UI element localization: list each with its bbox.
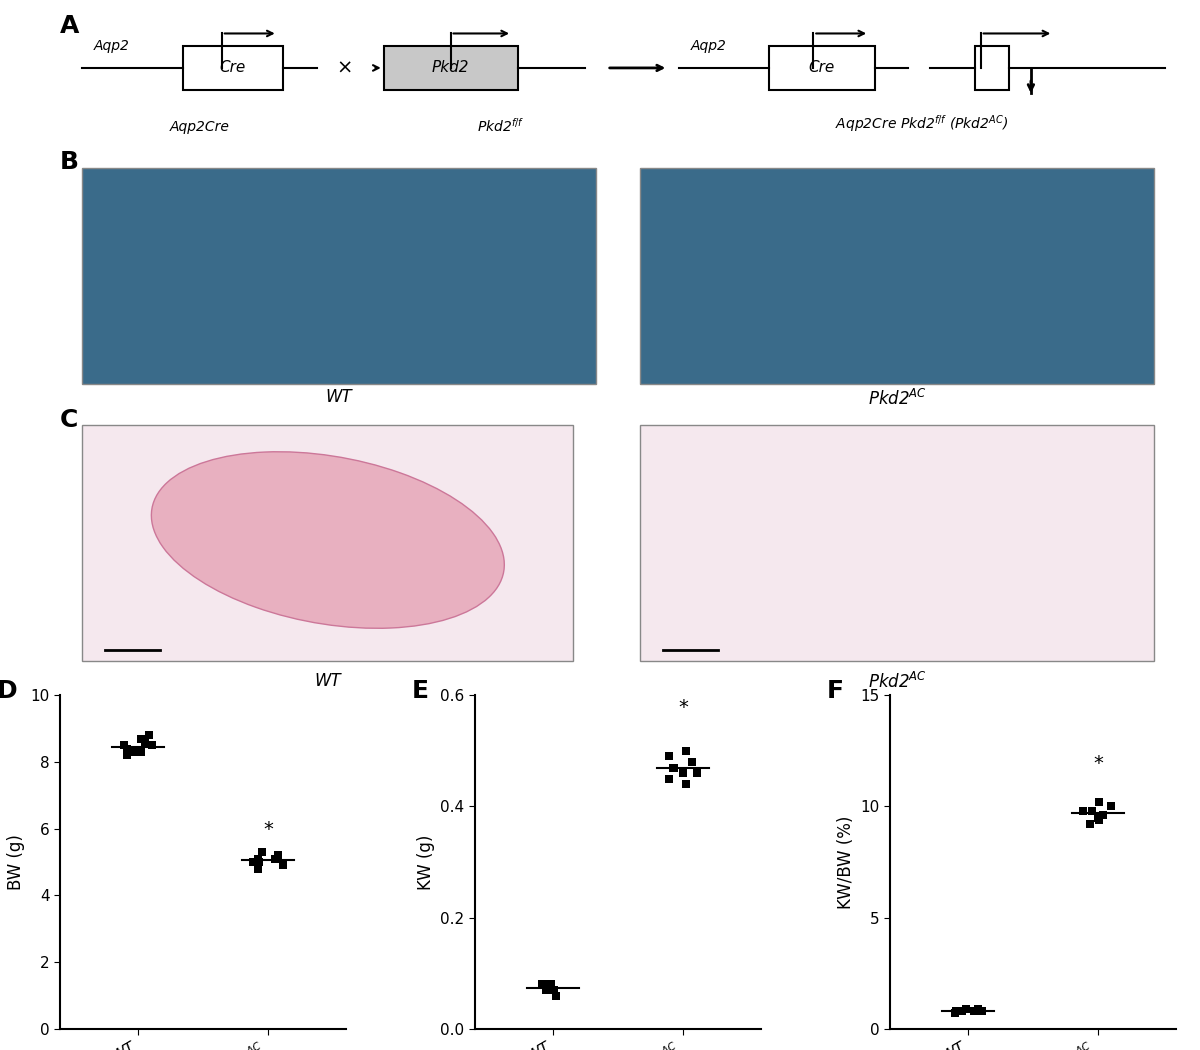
Point (1090, 812, 1109, 828)
Text: *: * (263, 820, 274, 839)
Text: Pkd2$^{AC}$: Pkd2$^{AC}$ (868, 388, 926, 408)
Text: Pkd2$^{AC}$: Pkd2$^{AC}$ (868, 672, 926, 692)
Bar (83, 424, 574, 660)
Point (683, 754, 702, 771)
Point (265, 850, 284, 867)
Point (143, 737, 162, 754)
Text: Cre: Cre (220, 61, 246, 76)
Text: ×: × (336, 59, 353, 78)
Text: Aqp2: Aqp2 (94, 39, 130, 53)
Bar (976, 45, 1008, 90)
Point (542, 982, 562, 999)
Y-axis label: KW (g): KW (g) (416, 835, 434, 889)
Point (674, 764, 694, 781)
Point (968, 1001, 988, 1017)
Point (956, 1001, 976, 1017)
Point (132, 730, 151, 747)
Point (244, 854, 263, 870)
Text: Aqp2Cre: Aqp2Cre (169, 121, 229, 134)
Text: Cre: Cre (809, 61, 835, 76)
Point (532, 976, 551, 993)
Point (547, 987, 566, 1004)
Point (952, 1003, 971, 1020)
Point (132, 743, 151, 760)
Point (536, 982, 556, 999)
Text: C: C (60, 408, 78, 433)
Point (1088, 794, 1108, 811)
Text: Aqp2: Aqp2 (690, 39, 726, 53)
Bar (83, 168, 595, 383)
Text: F: F (827, 678, 844, 702)
Text: Pkd2: Pkd2 (432, 61, 469, 76)
Point (248, 860, 268, 877)
Point (1093, 807, 1112, 824)
Point (125, 743, 144, 760)
Point (677, 742, 696, 759)
Point (248, 850, 268, 867)
Point (536, 982, 556, 999)
Point (688, 764, 707, 781)
Text: WT: WT (325, 388, 353, 406)
Point (1074, 802, 1093, 819)
Point (541, 976, 560, 993)
Point (659, 771, 678, 788)
Point (1088, 810, 1108, 826)
Bar (769, 45, 875, 90)
Point (664, 759, 683, 776)
Text: WT: WT (314, 672, 341, 690)
Text: B: B (60, 150, 79, 174)
Text: D: D (0, 678, 18, 702)
Ellipse shape (151, 452, 504, 628)
Point (250, 854, 269, 870)
Bar (182, 45, 283, 90)
Point (1082, 802, 1102, 819)
Point (946, 1005, 965, 1022)
Text: *: * (678, 698, 688, 717)
Point (136, 734, 155, 751)
Point (664, 759, 683, 776)
Point (947, 1003, 966, 1020)
Text: A: A (60, 15, 79, 39)
Point (118, 747, 137, 763)
Text: Aqp2Cre Pkd2$^{f/f}$ (Pkd2$^{AC}$): Aqp2Cre Pkd2$^{f/f}$ (Pkd2$^{AC}$) (835, 113, 1009, 134)
Point (1081, 816, 1100, 833)
Point (115, 737, 134, 754)
Bar (384, 45, 517, 90)
Point (973, 1003, 992, 1020)
Point (252, 844, 271, 861)
Text: Pkd2$^{f/f}$: Pkd2$^{f/f}$ (478, 117, 524, 134)
Text: *: * (1093, 754, 1103, 773)
Point (118, 740, 137, 757)
Point (544, 982, 563, 999)
Bar (641, 424, 1153, 660)
Point (660, 748, 679, 764)
Y-axis label: KW/BW (%): KW/BW (%) (836, 816, 854, 909)
Point (274, 857, 293, 874)
Point (1102, 798, 1121, 815)
Point (539, 976, 558, 993)
Point (964, 1003, 983, 1020)
Bar (641, 168, 1153, 383)
Point (269, 847, 288, 864)
Point (140, 727, 160, 743)
Y-axis label: BW (g): BW (g) (7, 834, 25, 890)
Text: E: E (412, 678, 428, 702)
Point (677, 776, 696, 793)
